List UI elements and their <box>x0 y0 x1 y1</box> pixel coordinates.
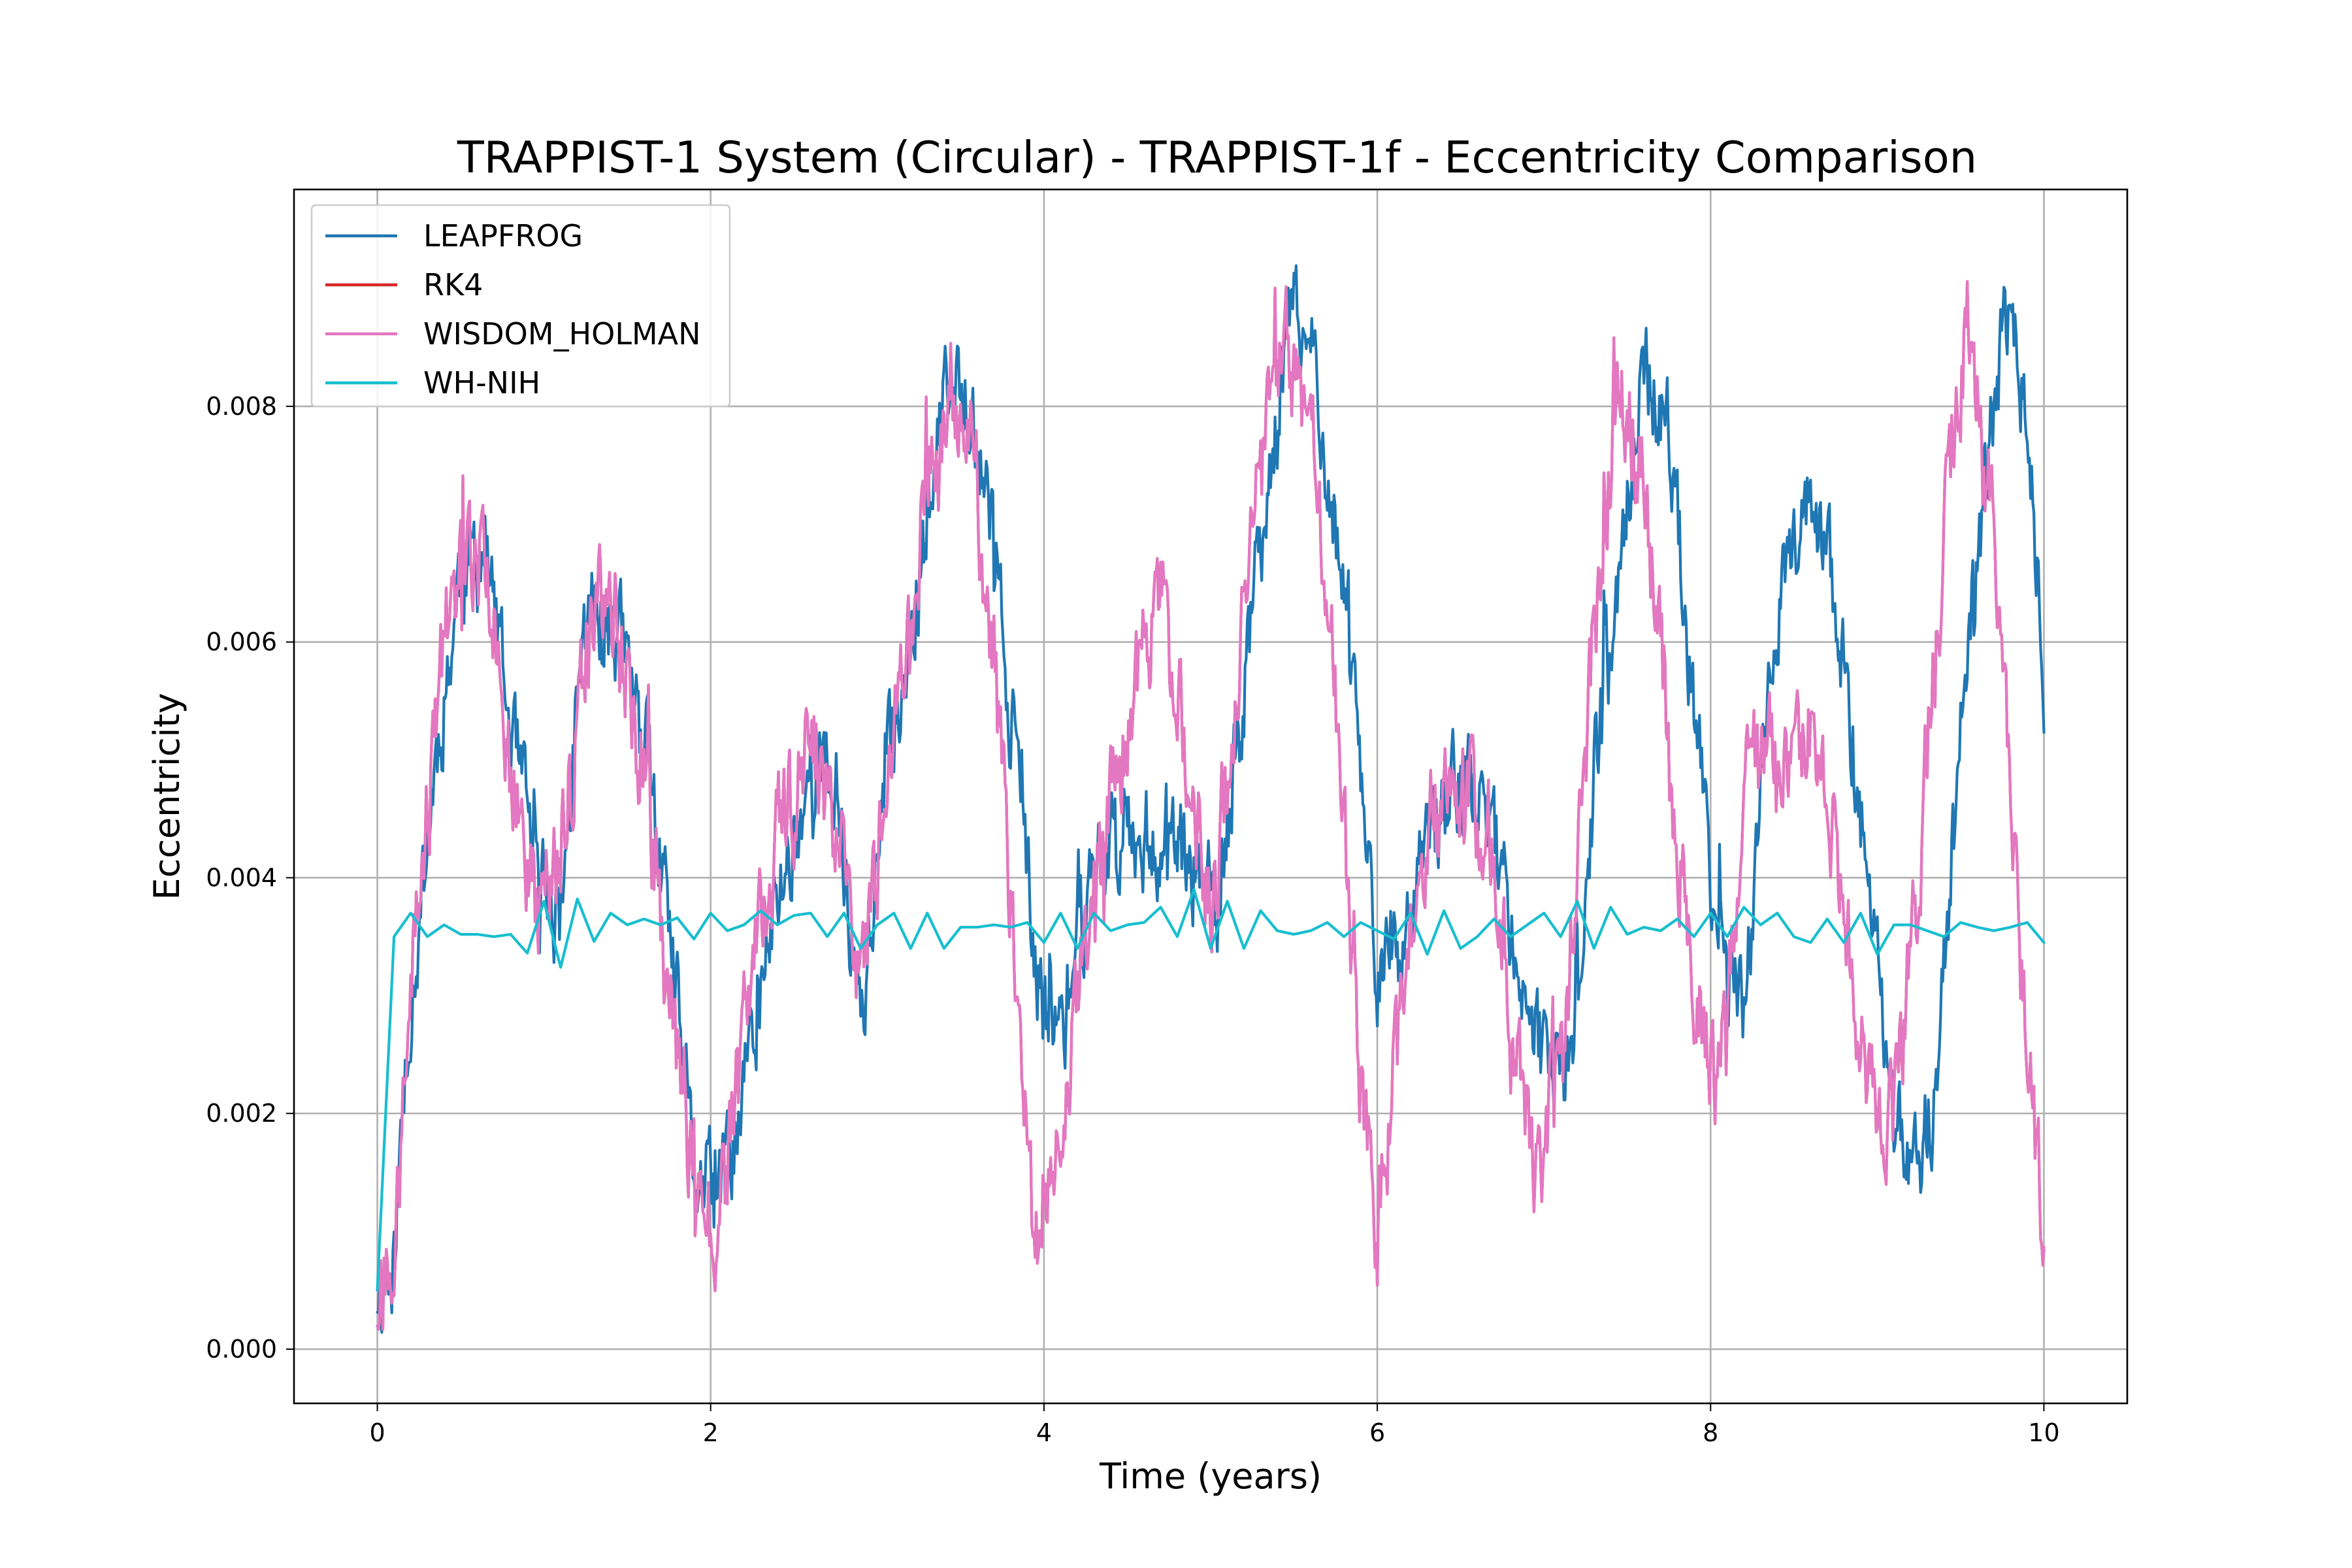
grid-layer <box>294 189 2127 1403</box>
legend-box <box>310 204 731 408</box>
legend-label: LEAPFROG <box>423 218 583 253</box>
y-tick-label: 0.008 <box>206 392 277 421</box>
x-tick-label: 10 <box>2028 1418 2059 1447</box>
series-line-wisdom-holman <box>376 280 2046 1331</box>
y-tick-label: 0.000 <box>206 1335 277 1364</box>
x-tick-label: 0 <box>369 1418 385 1447</box>
legend-label: WH-NIH <box>423 365 540 400</box>
y-tick-label: 0.002 <box>206 1099 277 1128</box>
axes-frame <box>293 188 2129 1405</box>
x-tick-label: 2 <box>703 1418 719 1447</box>
legend-entries: LEAPFROG RK4 WISDOM_HOLMAN WH-NIH <box>325 218 701 400</box>
tick-layer: 0 2 4 6 8 10 0.000 0.002 0.004 0.006 0.008 <box>206 392 2059 1447</box>
y-tick-label: 0.004 <box>206 863 277 892</box>
y-tick-label: 0.006 <box>206 628 277 657</box>
legend-label: RK4 <box>423 267 483 302</box>
x-axis-label: Time (years) <box>1099 1456 1322 1497</box>
x-tick-label: 8 <box>1703 1418 1718 1447</box>
legend: LEAPFROG RK4 WISDOM_HOLMAN WH-NIH <box>310 204 731 408</box>
plot-area <box>376 264 2046 1334</box>
x-tick-label: 6 <box>1369 1418 1385 1447</box>
series-line-wh-nih <box>376 888 2046 1292</box>
x-tick-label: 4 <box>1036 1418 1052 1447</box>
chart-title: TRAPPIST-1 System (Circular) - TRAPPIST-… <box>457 132 1977 183</box>
y-axis-label: Eccentricity <box>146 693 188 900</box>
series-layer <box>376 264 2046 1334</box>
legend-label: WISDOM_HOLMAN <box>423 316 701 351</box>
